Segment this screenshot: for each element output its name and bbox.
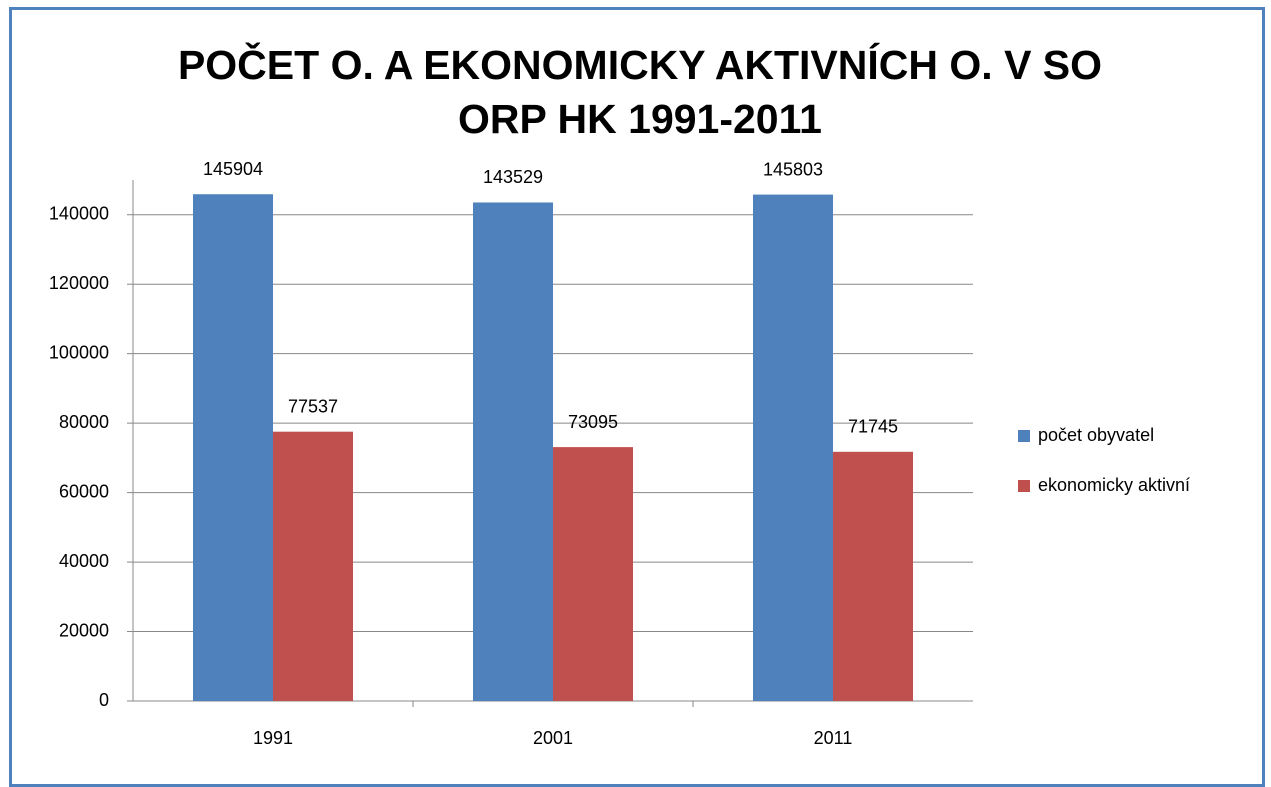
chart-title: POČET O. A EKONOMICKY AKTIVNÍCH O. V SO … (177, 42, 1103, 142)
data-label: 77537 (288, 396, 338, 416)
data-label: 145803 (763, 159, 823, 179)
page: POČET O. A EKONOMICKY AKTIVNÍCH O. V SO … (9, 7, 1265, 787)
legend-swatch (1018, 480, 1030, 492)
data-label: 71745 (848, 417, 898, 437)
data-label: 73095 (568, 412, 618, 432)
bar (473, 202, 553, 701)
y-tick-label: 100000 (49, 342, 109, 362)
bar (273, 431, 353, 701)
x-tick-label: 1991 (253, 728, 293, 748)
bar (553, 447, 633, 701)
y-tick-label: 60000 (59, 481, 109, 501)
y-tick-label: 120000 (49, 273, 109, 293)
x-tick-label: 2011 (814, 728, 853, 748)
y-tick-label: 140000 (49, 203, 109, 223)
legend-swatch (1018, 430, 1030, 442)
data-label: 143529 (483, 167, 543, 187)
y-tick-label: 40000 (59, 551, 109, 571)
bar (193, 194, 273, 701)
y-tick-label: 80000 (59, 412, 109, 432)
data-label: 145904 (203, 159, 263, 179)
legend-label: počet obyvatel (1038, 425, 1154, 445)
x-tick-label: 2001 (533, 728, 573, 748)
y-tick-label: 20000 (59, 620, 109, 640)
y-tick-label: 0 (99, 690, 109, 710)
chart: 0 20000 40000 60000 80000 100000 120000 140000 1… (49, 159, 1190, 748)
bar (753, 194, 833, 701)
legend-label: ekonomicky aktivní (1038, 475, 1190, 495)
bar (833, 451, 913, 701)
